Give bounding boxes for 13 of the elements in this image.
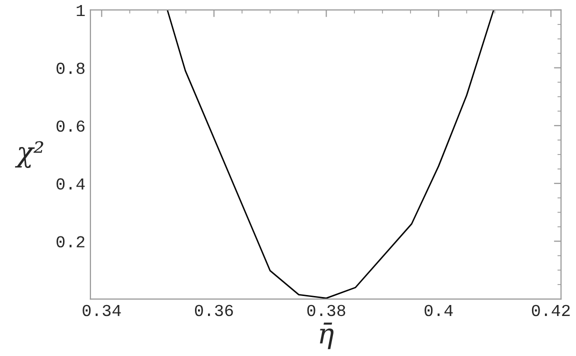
y-tick-label: 0.2 bbox=[56, 236, 84, 248]
y-tick-label: 1 bbox=[76, 5, 85, 16]
x-tick-label: 0.36 bbox=[194, 304, 233, 316]
x-axis-title: η̄ bbox=[320, 322, 334, 350]
line-series bbox=[166, 10, 494, 299]
y-tick-label: 0.6 bbox=[56, 120, 84, 132]
x-tick-label: 0.34 bbox=[82, 304, 121, 316]
y-tick-label: 0.8 bbox=[56, 62, 84, 74]
x-tick-label: 0.42 bbox=[532, 304, 570, 316]
x-tick-label: 0.4 bbox=[424, 304, 453, 316]
x-tick-label: 0.38 bbox=[307, 304, 346, 316]
y-axis-title: χ² bbox=[14, 141, 44, 168]
y-tick-label: 0.4 bbox=[56, 178, 85, 190]
